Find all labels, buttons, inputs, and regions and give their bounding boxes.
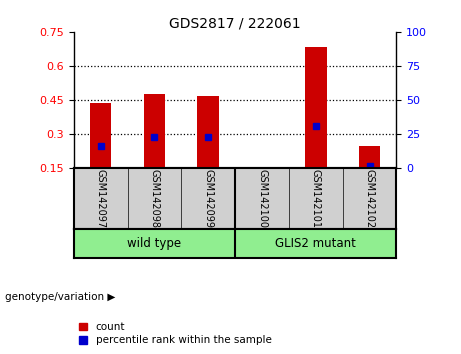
Legend: count, percentile rank within the sample: count, percentile rank within the sample — [79, 322, 272, 345]
Text: GSM142102: GSM142102 — [365, 169, 375, 228]
Text: GLIS2 mutant: GLIS2 mutant — [275, 237, 356, 250]
Title: GDS2817 / 222061: GDS2817 / 222061 — [169, 17, 301, 31]
Bar — [144, 94, 165, 167]
Text: GSM142098: GSM142098 — [149, 169, 160, 228]
Bar — [305, 47, 326, 167]
Bar — [90, 103, 112, 167]
Text: GSM142097: GSM142097 — [95, 169, 106, 228]
Text: genotype/variation ▶: genotype/variation ▶ — [5, 292, 115, 302]
Bar — [359, 146, 380, 167]
Text: GSM142099: GSM142099 — [203, 169, 213, 228]
Text: GSM142100: GSM142100 — [257, 169, 267, 228]
Bar — [197, 96, 219, 167]
Text: wild type: wild type — [127, 237, 182, 250]
Text: GSM142101: GSM142101 — [311, 169, 321, 228]
